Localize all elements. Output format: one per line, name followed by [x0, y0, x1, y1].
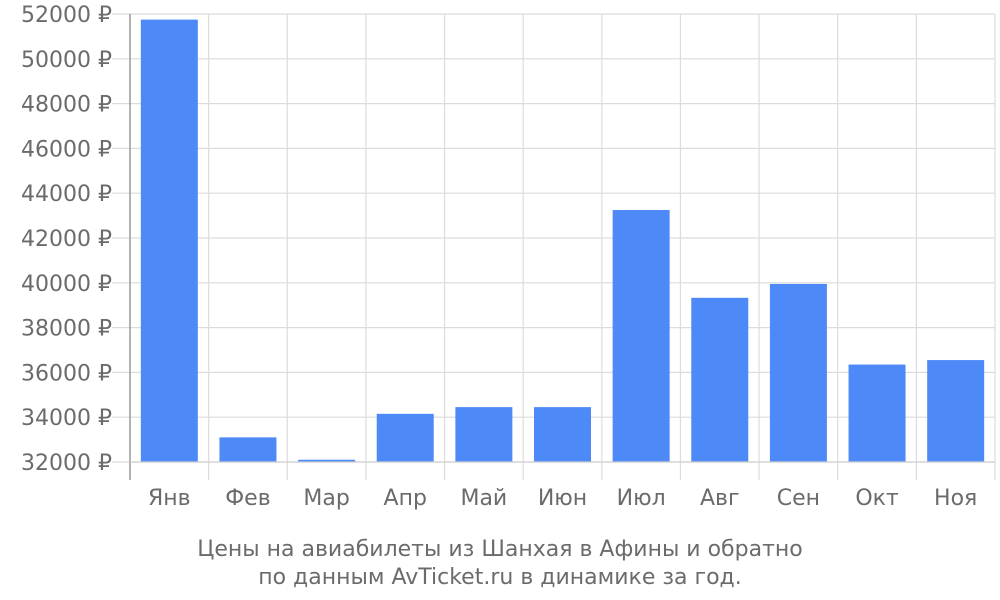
y-tick-label: 32000 ₽: [21, 451, 112, 476]
y-tick-label: 40000 ₽: [21, 272, 112, 297]
bar-Окт: [848, 364, 906, 462]
caption-line-1: Цены на авиабилеты из Шанхая в Афины и о…: [197, 537, 802, 562]
y-tick-label: 36000 ₽: [21, 361, 112, 386]
y-tick-label: 46000 ₽: [21, 137, 112, 162]
caption-line-2: по данным AvTicket.ru в динамике за год.: [258, 565, 742, 590]
y-tick-label: 38000 ₽: [21, 317, 112, 342]
x-tick-label: Ноя: [934, 486, 977, 511]
x-axis-labels: Янв Фев Мар Апр Май Июн Июл Авг Сен Окт Ноя: [148, 486, 977, 511]
x-tick-label: Сен: [777, 486, 820, 511]
y-tick-label: 52000 ₽: [21, 3, 112, 28]
bar-Май: [455, 407, 513, 462]
x-tick-label: Авг: [700, 486, 740, 511]
bar-Апр: [376, 413, 434, 462]
y-axis-labels: 32000 ₽ 34000 ₽ 36000 ₽ 38000 ₽ 40000 ₽ 42000…: [21, 3, 112, 476]
x-tick-label: Май: [460, 486, 507, 511]
x-tick-label: Окт: [855, 486, 899, 511]
x-tick-label: Мар: [303, 486, 349, 511]
bar-Янв: [140, 19, 198, 462]
bar-Июн: [534, 407, 591, 462]
axes: [129, 14, 995, 480]
bar-Фев: [219, 437, 277, 462]
y-tick-label: 34000 ₽: [21, 406, 112, 431]
y-tick-label: 42000 ₽: [21, 227, 112, 252]
x-tick-label: Июл: [617, 486, 666, 511]
x-tick-label: Фев: [225, 486, 270, 511]
y-tick-label: 44000 ₽: [21, 182, 112, 207]
x-tick-label: Апр: [384, 486, 427, 511]
x-tick-label: Янв: [148, 486, 191, 511]
y-tick-label: 48000 ₽: [21, 93, 112, 118]
y-tick-label: 50000 ₽: [21, 48, 112, 73]
bar-Авг: [691, 297, 749, 462]
bar-Мар: [298, 459, 356, 462]
bar-Ноя: [927, 360, 985, 462]
bar-Июл: [612, 210, 670, 462]
bars: [140, 19, 985, 462]
x-tick-label: Июн: [538, 486, 587, 511]
bar-Сен: [769, 283, 827, 462]
